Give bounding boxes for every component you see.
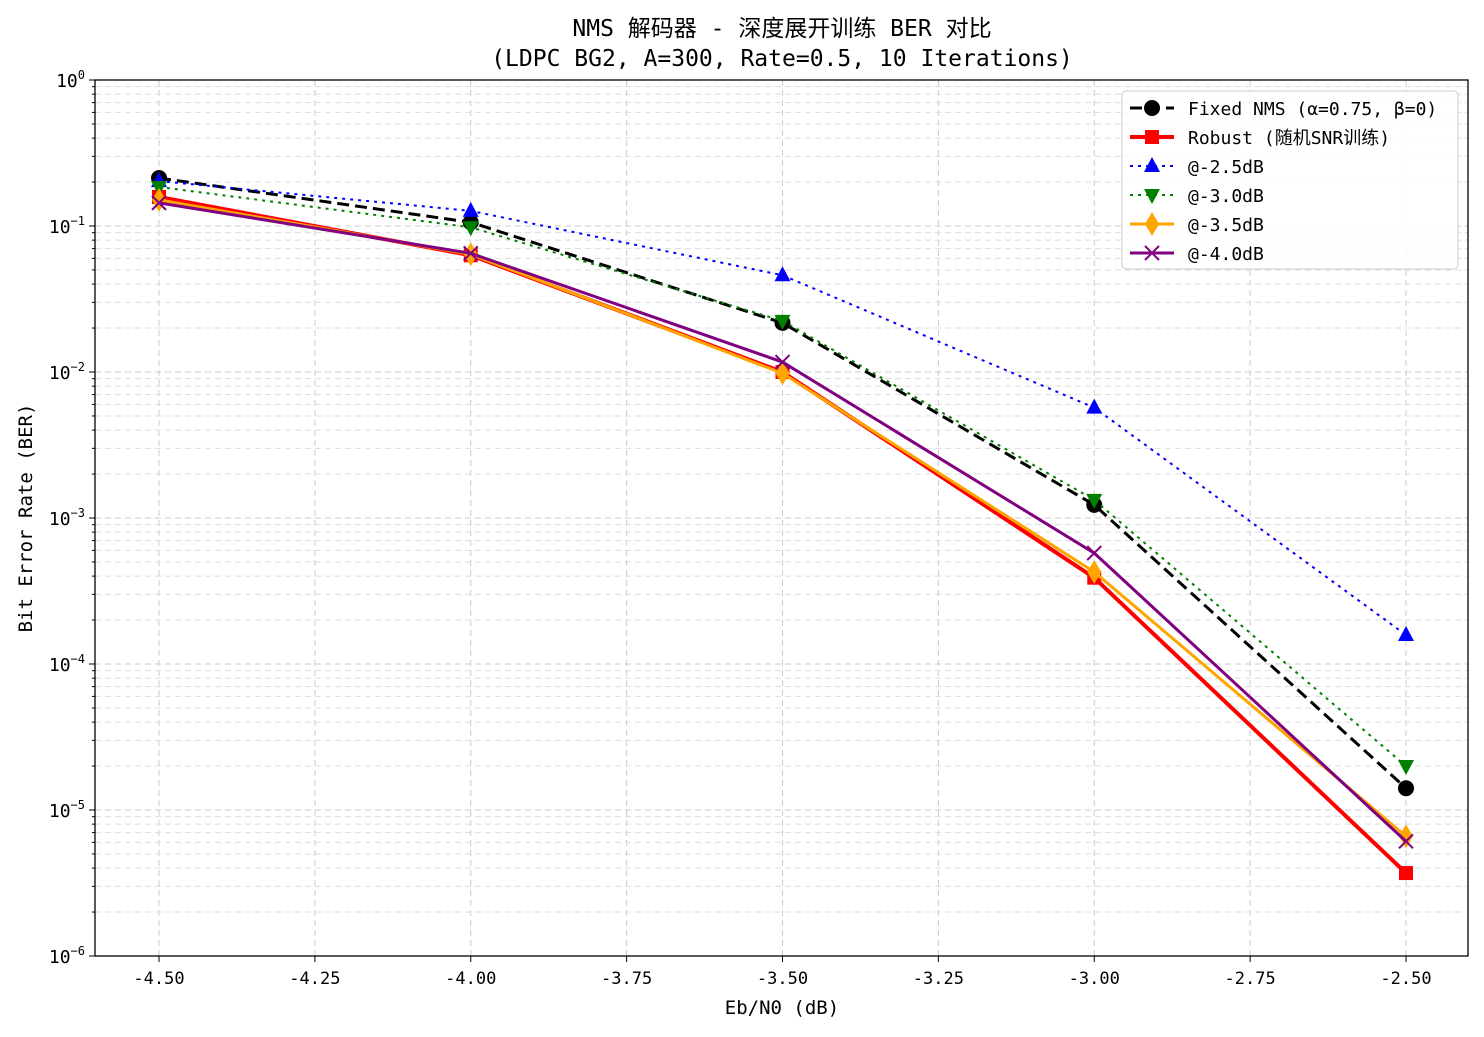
legend-item: @-4.0dB	[1130, 244, 1264, 265]
data-point	[774, 354, 791, 370]
legend-label: @-4.0dB	[1188, 244, 1264, 265]
x-tick-label: -3.50	[757, 969, 808, 989]
legend-label: @-3.5dB	[1188, 215, 1264, 236]
legend-label: @-3.0dB	[1188, 186, 1264, 207]
y-tick-label: 10−4	[49, 652, 85, 676]
y-tick-label: 10−1	[49, 214, 85, 238]
legend-box	[1121, 90, 1459, 270]
data-point	[462, 201, 479, 217]
x-tick-label: -4.00	[445, 969, 496, 989]
series-5	[151, 195, 1414, 850]
x-tick-label: -3.00	[1069, 969, 1120, 989]
x-axis-label: Eb/N0 (dB)	[725, 997, 839, 1019]
x-tick-label: -3.75	[601, 969, 652, 989]
legend-item: Robust (随机SNR训练)	[1130, 128, 1390, 149]
data-point	[1086, 545, 1102, 561]
data-point	[774, 314, 791, 330]
y-tick-label: 10−6	[49, 944, 85, 968]
x-marker-stroke	[463, 245, 479, 262]
data-point	[1398, 625, 1414, 641]
chart-title: NMS 解码器 - 深度展开训练 BER 对比	[572, 16, 991, 42]
legend-marker	[1144, 189, 1160, 204]
x-tick-label: -4.50	[133, 969, 184, 989]
x-marker-stroke	[1086, 545, 1102, 561]
data-point	[1086, 398, 1103, 414]
legend-item: Fixed NMS (α=0.75, β=0)	[1130, 99, 1437, 120]
y-tick-label: 10−5	[49, 798, 85, 822]
data-point	[1398, 780, 1414, 797]
data-point	[1398, 833, 1414, 850]
x-tick-label: -2.50	[1380, 969, 1431, 989]
legend-marker	[1145, 212, 1159, 236]
series-line	[158, 176, 1408, 790]
data-point	[1086, 493, 1103, 509]
x-marker-stroke	[774, 354, 791, 370]
y-tick-label: 10−3	[49, 506, 85, 530]
legend-marker	[1144, 100, 1160, 116]
series-line	[158, 186, 1407, 767]
legend-item: @-3.5dB	[1130, 212, 1264, 236]
data-point	[463, 245, 479, 262]
data-point	[775, 361, 790, 386]
legend-label: @-2.5dB	[1188, 157, 1264, 178]
legend-marker	[1144, 245, 1160, 261]
series-4	[152, 187, 1413, 849]
x-marker-stroke	[1398, 833, 1414, 850]
x-marker-stroke	[1144, 245, 1160, 261]
legend-marker	[1145, 130, 1159, 144]
data-point	[151, 195, 167, 211]
data-point	[1399, 824, 1413, 849]
data-point	[1399, 866, 1413, 881]
legend-marker	[1144, 157, 1160, 172]
chart-subtitle: (LDPC BG2, A=300, Rate=0.5, 10 Iteration…	[491, 46, 1073, 72]
y-axis-label: Bit Error Rate (BER)	[15, 404, 37, 633]
legend-label: Robust (随机SNR训练)	[1188, 128, 1390, 149]
x-tick-label: -2.75	[1225, 969, 1276, 989]
data-point	[462, 221, 479, 237]
data-point	[774, 266, 791, 282]
legend-item: @-2.5dB	[1130, 157, 1264, 178]
legend-item: @-3.0dB	[1130, 186, 1264, 207]
y-tick-label: 100	[56, 68, 85, 92]
legend-label: Fixed NMS (α=0.75, β=0)	[1188, 99, 1437, 120]
x-marker-stroke	[151, 195, 167, 211]
x-tick-label: -3.25	[913, 969, 964, 989]
data-point	[1087, 559, 1102, 584]
y-tick-label: 10−2	[49, 360, 85, 384]
series-line	[158, 180, 1407, 636]
data-point	[1398, 760, 1414, 776]
x-tick-label: -4.25	[289, 969, 340, 989]
